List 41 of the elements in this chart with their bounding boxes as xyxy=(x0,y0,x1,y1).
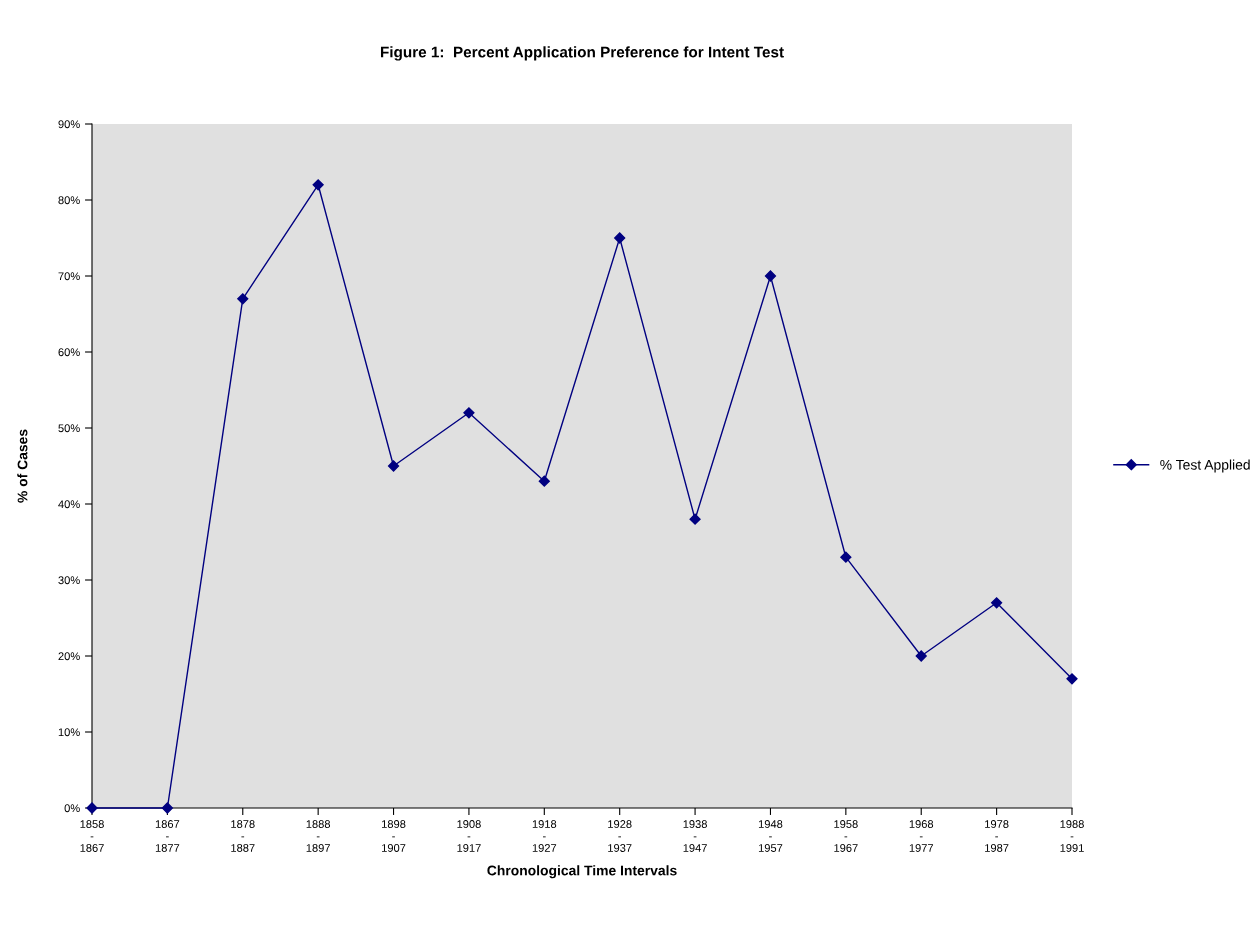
x-tick-label: 1888 - 1897 xyxy=(306,820,331,852)
point xyxy=(991,597,1003,609)
x-tick-label: 1988 - 1991 xyxy=(1060,820,1084,852)
point xyxy=(538,475,550,487)
y-tick-label: 90% xyxy=(58,120,80,129)
y-axis-title: % of Cases xyxy=(17,429,28,503)
x-tick-label: 1878 - 1887 xyxy=(231,820,255,852)
x-tick-label: 1928 - 1937 xyxy=(608,820,632,852)
x-tick-label: 1948 - 1957 xyxy=(758,820,783,852)
point xyxy=(764,270,777,282)
x-tick-label: 1867 - 1877 xyxy=(155,820,180,852)
point xyxy=(915,650,927,662)
x-tick-label: 1978 - 1987 xyxy=(985,820,1009,852)
y-tick-label: 0% xyxy=(64,804,80,813)
y-tick-label: 80% xyxy=(58,196,80,205)
x-tick-label: 1858 - 1867 xyxy=(80,820,104,852)
x-axis-title: Chronological Time Intervals xyxy=(487,865,677,879)
x-tick-label: 1958 - 1967 xyxy=(834,820,858,852)
y-tick-label: 30% xyxy=(58,576,80,585)
point xyxy=(689,513,701,525)
point xyxy=(237,293,249,305)
y-tick-label: 50% xyxy=(58,424,80,433)
x-tick-label: 1898 - 1907 xyxy=(382,820,406,852)
x-tick-label: 1908 - 1917 xyxy=(457,820,481,852)
point xyxy=(1066,673,1078,685)
y-tick-label: 40% xyxy=(58,500,80,509)
y-tick-label: 60% xyxy=(58,348,80,357)
point xyxy=(840,551,852,563)
chart-title: Figure 1: Percent Application Preference for Intent Test xyxy=(380,46,784,61)
point xyxy=(614,232,626,244)
point xyxy=(387,460,400,472)
x-tick-label: 1968 - 1977 xyxy=(909,820,934,852)
y-tick-label: 10% xyxy=(58,728,80,737)
point xyxy=(463,407,475,419)
x-tick-label: 1918 - 1927 xyxy=(532,820,557,852)
y-tick-label: 20% xyxy=(58,652,80,661)
x-tick-label: 1938 - 1947 xyxy=(683,820,707,852)
legend-label: % Test Applied xyxy=(1160,459,1250,473)
point xyxy=(312,179,324,191)
y-tick-label: 70% xyxy=(58,272,80,281)
point xyxy=(161,802,173,814)
